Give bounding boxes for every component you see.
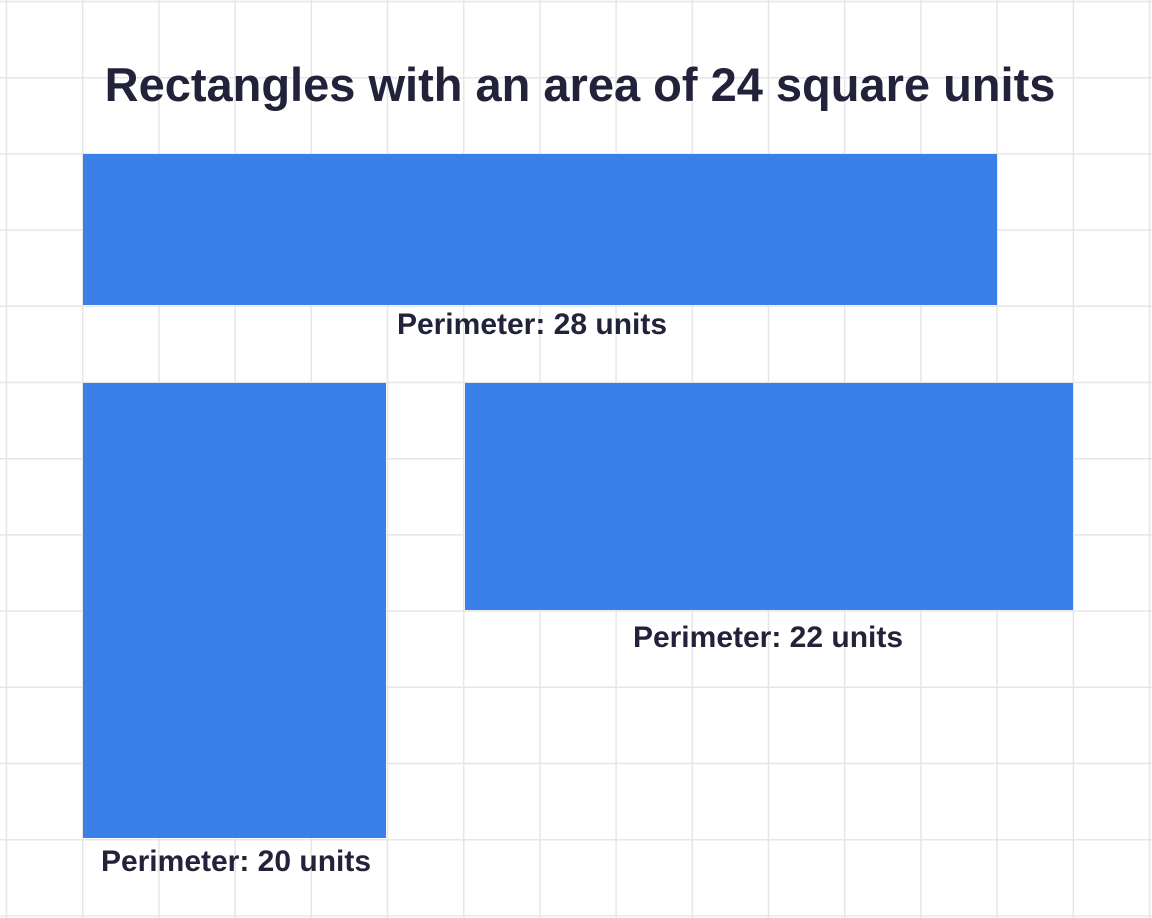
diagram-title: Rectangles with an area of 24 square uni…	[105, 58, 1056, 111]
rectangle-8-by-3	[465, 383, 1073, 610]
rectangle-4-by-6	[83, 383, 386, 838]
perimeter-label-22: Perimeter: 22 units	[633, 621, 903, 654]
perimeter-label-28: Perimeter: 28 units	[397, 308, 667, 341]
perimeter-label-20: Perimeter: 20 units	[101, 845, 371, 878]
rectangle-12-by-2	[83, 154, 997, 305]
